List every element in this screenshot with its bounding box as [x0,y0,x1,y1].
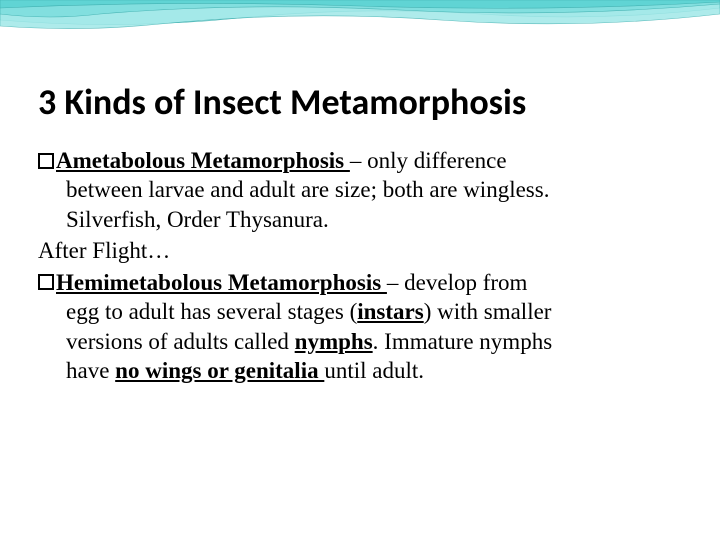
term-hemimetabolous: Hemimetabolous Metamorphosis [56,270,387,295]
slide-body: Ametabolous Metamorphosis – only differe… [38,146,682,386]
text-fragment: ) with smaller [424,299,552,324]
bullet-item-2: Hemimetabolous Metamorphosis – develop f… [38,268,682,386]
text-line: Silverfish, Order Thysanura. [38,205,682,234]
wave-decoration [0,0,720,70]
slide-content: 3 Kinds of Insect Metamorphosis Ametabol… [38,80,682,388]
term-ametabolous: Ametabolous Metamorphosis [56,148,350,173]
text-fragment: versions of adults called [66,329,295,354]
text-line: between larvae and adult are size; both … [38,175,682,204]
text-line-afterflight: After Flight… [38,236,682,265]
term-instars: instars [357,299,423,324]
text-fragment: egg to adult has several stages ( [66,299,357,324]
text-fragment: . Immature nymphs [373,329,553,354]
term-nymphs: nymphs [295,329,373,354]
text-fragment: – only difference [350,148,507,173]
slide-title: 3 Kinds of Insect Metamorphosis [38,80,682,124]
term-nowings: no wings or genitalia [115,358,324,383]
bullet-marker-icon [38,274,54,290]
bullet-item-1: Ametabolous Metamorphosis – only differe… [38,146,682,234]
text-fragment: until adult. [324,358,424,383]
bullet-marker-icon [38,153,54,169]
text-fragment: – develop from [387,270,528,295]
text-fragment: have [66,358,115,383]
